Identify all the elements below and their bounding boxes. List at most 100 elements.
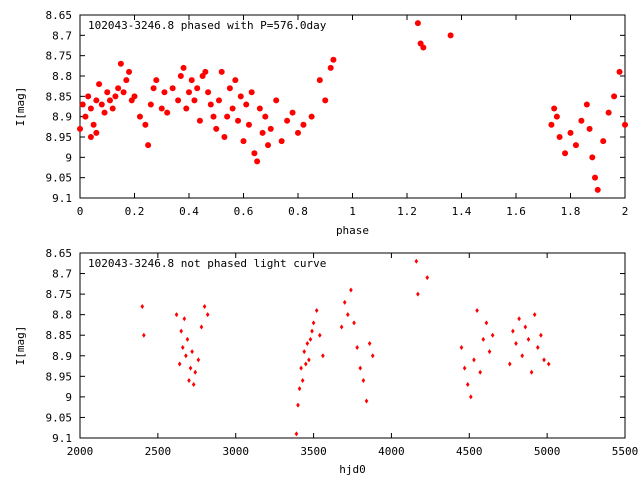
- data-point: [339, 324, 344, 330]
- data-point: [605, 109, 612, 116]
- data-point: [600, 138, 607, 145]
- x-tick-label: 4500: [456, 445, 483, 458]
- data-point: [120, 89, 127, 96]
- data-point: [299, 365, 303, 371]
- data-point: [177, 361, 182, 367]
- data-point: [592, 174, 599, 181]
- y-tick-label: 8.75: [46, 50, 73, 63]
- data-point: [316, 77, 323, 84]
- data-point: [532, 312, 537, 318]
- data-point: [205, 89, 212, 96]
- data-point: [303, 361, 308, 367]
- data-point: [420, 44, 427, 51]
- data-point: [539, 332, 543, 338]
- data-point: [583, 101, 590, 108]
- data-point: [529, 369, 534, 375]
- data-point: [553, 113, 560, 120]
- data-point: [123, 77, 130, 84]
- data-point: [318, 332, 322, 338]
- data-point: [240, 138, 247, 145]
- data-point: [175, 97, 182, 104]
- data-point: [425, 275, 430, 281]
- data-point: [142, 332, 146, 338]
- x-tick-label: 2000: [67, 445, 94, 458]
- data-point: [90, 121, 97, 128]
- x-tick-label: 4000: [378, 445, 405, 458]
- data-point: [85, 93, 92, 100]
- data-point: [183, 105, 190, 112]
- y-tick-label: 8.9: [52, 350, 72, 363]
- data-point: [370, 353, 375, 359]
- data-point: [487, 349, 492, 355]
- data-point: [616, 68, 623, 75]
- y-axis-label: I[mag]: [14, 87, 27, 127]
- data-point: [262, 113, 269, 120]
- data-point: [164, 109, 171, 116]
- data-point: [82, 113, 89, 120]
- data-point: [526, 336, 531, 342]
- data-point: [322, 97, 329, 104]
- data-point: [221, 134, 228, 140]
- data-point: [174, 312, 179, 318]
- data-point: [153, 77, 160, 84]
- chart-title: 102043-3246.8 not phased light curve: [88, 257, 326, 270]
- data-point: [308, 113, 315, 120]
- y-tick-label: 8.85: [46, 90, 73, 103]
- data-point: [367, 340, 372, 346]
- data-point: [245, 121, 252, 128]
- data-point: [542, 357, 546, 363]
- y-tick-label: 9.1: [52, 192, 72, 205]
- data-point: [235, 117, 242, 124]
- data-point: [548, 121, 555, 128]
- data-point: [93, 97, 100, 104]
- data-point: [188, 365, 193, 371]
- y-tick-label: 8.8: [52, 70, 72, 83]
- data-point: [93, 129, 100, 136]
- y-tick-label: 8.8: [52, 309, 72, 322]
- x-tick-label: 0.4: [179, 205, 199, 218]
- data-point: [109, 105, 116, 112]
- data-point: [416, 291, 420, 297]
- data-point: [556, 134, 563, 140]
- x-tick-label: 2: [622, 205, 629, 218]
- data-point: [267, 125, 274, 132]
- data-point: [520, 353, 525, 359]
- data-point: [330, 56, 337, 63]
- y-tick-label: 9: [65, 391, 72, 404]
- data-point: [150, 85, 157, 92]
- data-point: [358, 365, 363, 371]
- data-point: [191, 97, 198, 104]
- data-point: [294, 431, 299, 437]
- data-point: [131, 93, 138, 100]
- data-point: [191, 382, 196, 388]
- y-tick-label: 8.75: [46, 288, 73, 301]
- data-point: [207, 101, 214, 108]
- x-tick-label: 3500: [300, 445, 327, 458]
- data-point: [459, 345, 464, 351]
- data-point: [295, 129, 301, 136]
- data-point: [349, 287, 353, 293]
- x-tick-label: 0: [77, 205, 84, 218]
- data-point: [278, 138, 285, 145]
- y-tick-label: 8.85: [46, 329, 73, 342]
- data-point: [169, 85, 176, 92]
- x-axis-label: phase: [336, 224, 369, 237]
- x-tick-label: 1.2: [397, 205, 417, 218]
- data-point: [475, 308, 479, 314]
- data-point: [142, 121, 149, 128]
- data-point: [462, 365, 467, 371]
- y-tick-label: 8.65: [46, 9, 73, 22]
- data-point: [106, 97, 113, 104]
- y-tick-label: 9.05: [46, 411, 73, 424]
- x-tick-label: 1: [349, 205, 356, 218]
- data-point: [511, 328, 515, 334]
- y-tick-label: 9.05: [46, 172, 73, 185]
- data-point: [126, 68, 133, 75]
- data-point: [158, 105, 165, 112]
- x-tick-label: 0.6: [234, 205, 254, 218]
- data-point: [567, 129, 574, 136]
- data-point: [199, 324, 204, 330]
- data-point: [327, 64, 334, 71]
- data-point: [196, 357, 201, 363]
